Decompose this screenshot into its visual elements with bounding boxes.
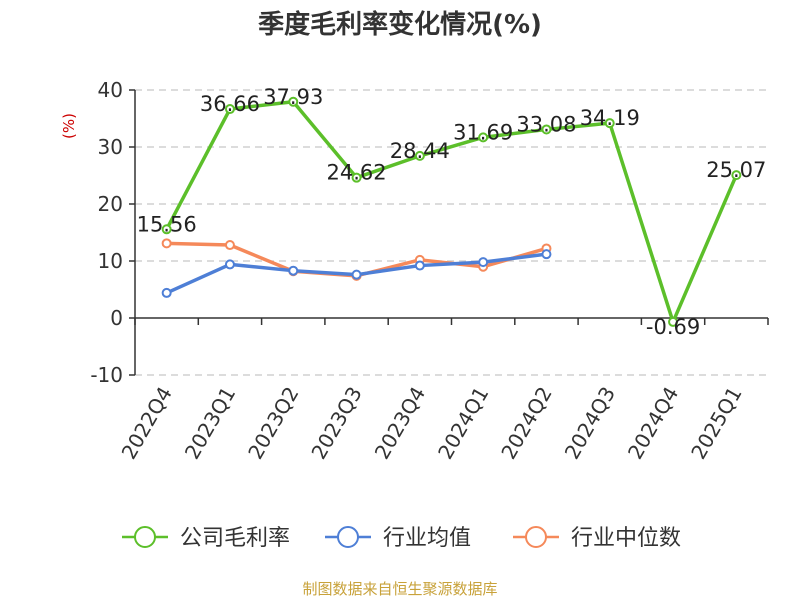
data-point[interactable] [414,260,425,271]
data-label: 31.69 [453,120,513,144]
data-point[interactable] [478,132,489,143]
x-tick-label: 2024Q2 [496,383,556,464]
x-tick-label: 2023Q1 [180,383,240,464]
x-tick-label: 2023Q3 [306,383,366,464]
data-label: 24.62 [326,161,386,185]
x-tick-label: 2025Q1 [686,383,746,464]
legend-marker [525,526,547,548]
x-tick-label: 2024Q1 [433,383,493,464]
data-point[interactable] [161,287,172,298]
data-point[interactable] [478,257,489,268]
data-label: 15.56 [137,212,197,236]
data-point[interactable] [224,240,235,251]
data-point[interactable] [414,150,425,161]
y-tick-label: 30 [98,135,123,159]
data-point[interactable] [351,269,362,280]
data-label: 37.93 [263,85,323,109]
legend-item[interactable]: 行业均值 [325,526,471,551]
data-point[interactable] [288,265,299,276]
data-label: 33.08 [516,112,576,136]
data-point[interactable] [668,316,679,327]
data-label: -0.69 [646,315,700,339]
data-label: 25.07 [706,158,766,182]
x-tick-label: 2023Q2 [243,383,303,464]
data-point[interactable] [161,224,172,235]
data-point[interactable] [541,249,552,260]
y-tick-label: 40 [98,78,123,102]
data-point[interactable] [541,124,552,135]
data-point[interactable] [351,172,362,183]
data-point[interactable] [604,118,615,129]
legend-marker [134,526,156,548]
legend-item[interactable]: 行业中位数 [513,526,681,551]
y-tick-label: 20 [98,192,123,216]
legend[interactable]: 公司毛利率 行业均值 行业中位数 [122,526,681,551]
legend-item[interactable]: 公司毛利率 [122,526,290,551]
data-label: 34.19 [580,106,640,130]
y-tick-labels: 40 30 20 10 0 -10 [90,78,123,387]
legend-label: 行业中位数 [571,526,681,551]
y-tick-label: 0 [110,306,123,330]
source-note: 制图数据来自恒生聚源数据库 [302,580,498,598]
legend-label: 行业均值 [383,526,471,551]
data-point[interactable] [288,96,299,107]
series-group [161,96,742,327]
axes [129,89,769,376]
data-label: 28.44 [390,139,450,163]
x-tick-label: 2022Q4 [117,383,177,464]
data-point[interactable] [161,238,172,249]
data-point[interactable] [224,259,235,270]
legend-marker [337,526,359,548]
y-axis-label: (%) [60,113,78,139]
series-line [165,100,738,324]
chart-title: 季度毛利率变化情况(%) [258,10,542,40]
x-tick-label: 2024Q4 [623,383,683,464]
legend-label: 公司毛利率 [180,526,290,551]
data-point[interactable] [224,104,235,115]
data-label: 36.66 [200,92,260,116]
x-tick-labels: 2022Q4 2023Q1 2023Q2 2023Q3 2023Q4 2024Q1 2024… [117,383,747,464]
y-tick-label: -10 [90,363,123,387]
x-tick-label: 2024Q3 [560,383,620,464]
x-tick-label: 2023Q4 [370,383,430,464]
data-point[interactable] [731,170,742,181]
y-tick-label: 10 [98,249,123,273]
